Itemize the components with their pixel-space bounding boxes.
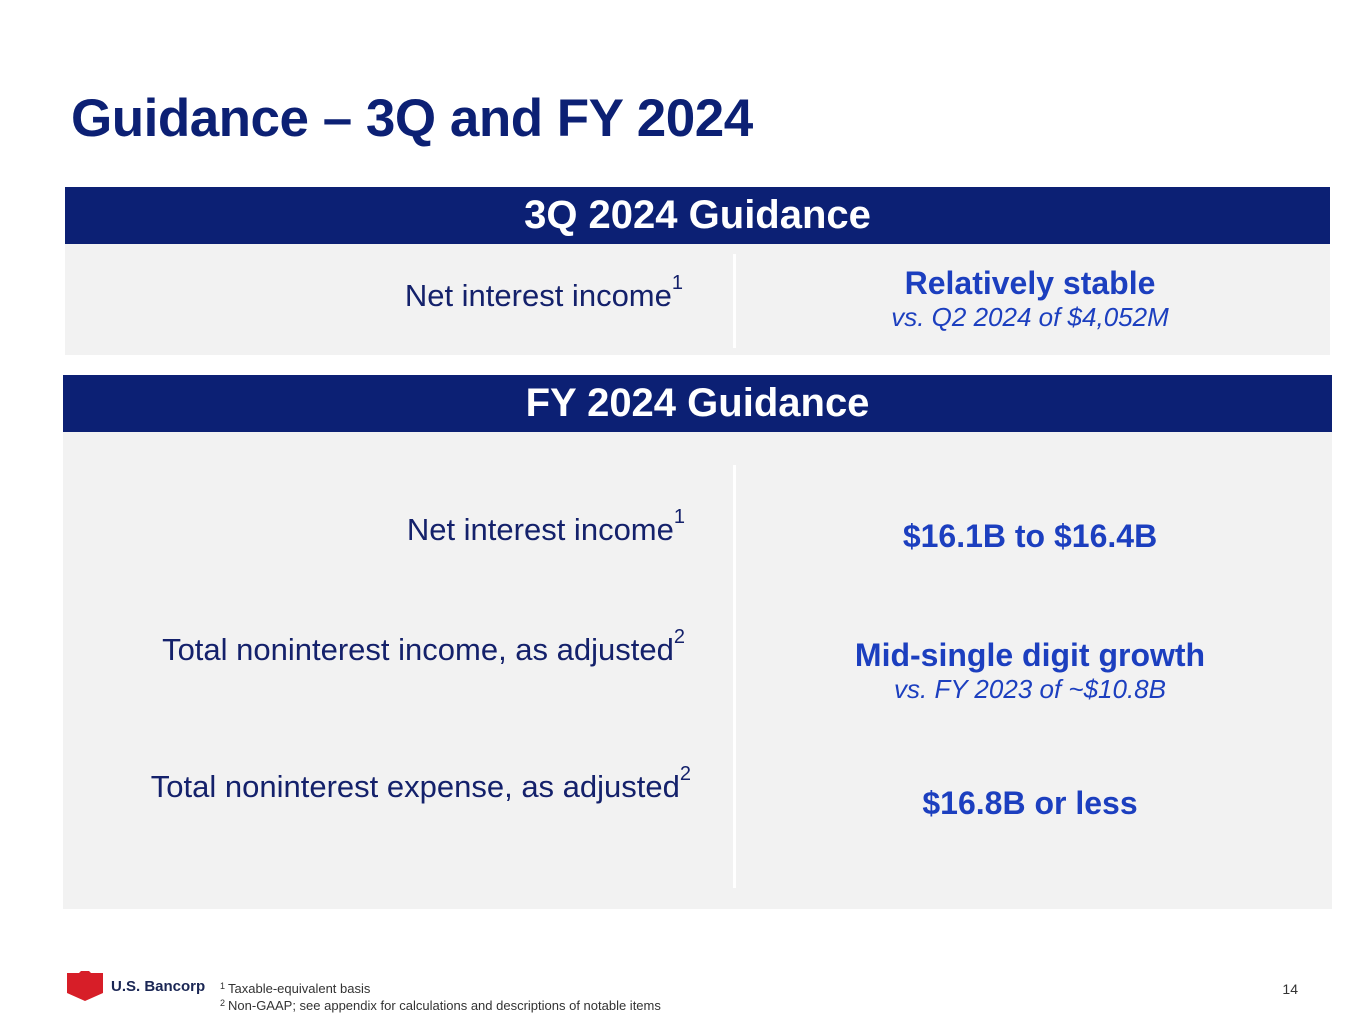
fy-guidance-header-text: FY 2024 Guidance [525, 381, 870, 425]
fy-row-value-nii: $16.1B to $16.4B [735, 517, 1325, 555]
page-number: 14 [1282, 981, 1298, 997]
footnote-text: Non-GAAP; see appendix for calculations … [228, 998, 661, 1013]
q3-column-divider [733, 254, 736, 348]
fy-column-divider [733, 465, 736, 888]
fy-value-detail: vs. FY 2023 of ~$10.8B [894, 674, 1166, 705]
fy-row-value-noninterest-expense: $16.8B or less [735, 784, 1325, 822]
footnotes: 1 Taxable-equivalent basis 2 Non-GAAP; see… [220, 980, 661, 1014]
fy-row-label-nii: Net interest income1 [406, 506, 685, 548]
q3-row-label-nii: Net interest income1 [404, 272, 683, 314]
fy-row-label-text: Total noninterest expense, as adjusted [150, 769, 680, 804]
footnote-item: 1 Taxable-equivalent basis [220, 980, 661, 997]
footnote-marker: 1 [220, 981, 226, 991]
footnote-marker: 2 [679, 763, 691, 785]
fy-value-main: $16.8B or less [922, 785, 1138, 821]
q3-guidance-header-text: 3Q 2024 Guidance [524, 193, 871, 237]
fy-guidance-panel [63, 432, 1332, 909]
fy-row-value-noninterest-income: Mid-single digit growth vs. FY 2023 of ~… [735, 636, 1325, 706]
footnote-marker: 2 [673, 626, 685, 648]
footnote-marker: 1 [673, 506, 685, 528]
fy-row-label-text: Net interest income [406, 512, 674, 547]
q3-row-value-nii: Relatively stable vs. Q2 2024 of $4,052M [735, 264, 1325, 334]
fy-value-main: Mid-single digit growth [854, 637, 1206, 673]
logo-text: U.S. Bancorp [111, 977, 206, 995]
fy-row-label-noninterest-income: Total noninterest income, as adjusted2 [162, 626, 685, 668]
q3-row-label-text: Net interest income [404, 278, 672, 313]
fy-value-main: $16.1B to $16.4B [902, 518, 1158, 554]
q3-value-detail: vs. Q2 2024 of $4,052M [891, 302, 1169, 333]
q3-guidance-panel [65, 244, 1330, 355]
footnote-marker: 2 [220, 998, 226, 1008]
fy-row-label-noninterest-expense: Total noninterest expense, as adjusted2 [150, 763, 691, 805]
footnote-item: 2 Non-GAAP; see appendix for calculations… [220, 997, 661, 1014]
fy-row-label-text: Total noninterest income, as adjusted [162, 632, 674, 667]
fy-guidance-header: FY 2024 Guidance [63, 375, 1332, 432]
shield-logo-icon [67, 971, 103, 1001]
footnote-marker: 1 [671, 272, 683, 294]
page-title: Guidance – 3Q and FY 2024 [71, 89, 753, 148]
q3-value-main: Relatively stable [904, 265, 1156, 301]
company-logo: U.S. Bancorp [67, 971, 205, 1001]
q3-guidance-header: 3Q 2024 Guidance [65, 187, 1330, 244]
footnote-text: Taxable-equivalent basis [228, 981, 371, 996]
